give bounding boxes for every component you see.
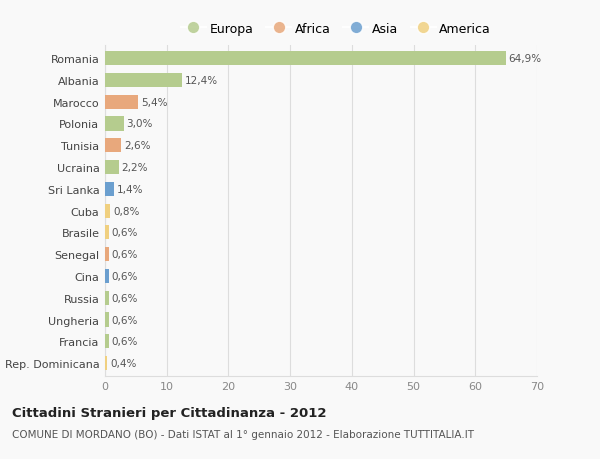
- Bar: [105, 73, 182, 88]
- Text: Cittadini Stranieri per Cittadinanza - 2012: Cittadini Stranieri per Cittadinanza - 2…: [12, 406, 326, 419]
- Text: 12,4%: 12,4%: [185, 76, 218, 86]
- Text: 64,9%: 64,9%: [509, 54, 542, 64]
- Text: 2,6%: 2,6%: [124, 141, 151, 151]
- Text: 0,6%: 0,6%: [112, 315, 138, 325]
- Text: 0,6%: 0,6%: [112, 250, 138, 260]
- Bar: [105, 182, 113, 196]
- Bar: [105, 117, 124, 131]
- Text: 1,4%: 1,4%: [117, 185, 143, 195]
- Bar: [105, 313, 109, 327]
- Text: 0,4%: 0,4%: [110, 358, 137, 368]
- Bar: [105, 95, 139, 110]
- Text: 2,2%: 2,2%: [122, 162, 148, 173]
- Bar: [105, 139, 121, 153]
- Bar: [105, 52, 506, 66]
- Bar: [105, 204, 110, 218]
- Text: 0,6%: 0,6%: [112, 336, 138, 347]
- Text: 0,6%: 0,6%: [112, 271, 138, 281]
- Text: 0,6%: 0,6%: [112, 228, 138, 238]
- Text: 0,8%: 0,8%: [113, 206, 139, 216]
- Bar: [105, 291, 109, 305]
- Text: COMUNE DI MORDANO (BO) - Dati ISTAT al 1° gennaio 2012 - Elaborazione TUTTITALIA: COMUNE DI MORDANO (BO) - Dati ISTAT al 1…: [12, 429, 474, 439]
- Text: 0,6%: 0,6%: [112, 293, 138, 303]
- Text: 5,4%: 5,4%: [142, 97, 168, 107]
- Text: 3,0%: 3,0%: [127, 119, 153, 129]
- Bar: [105, 269, 109, 284]
- Bar: [105, 335, 109, 349]
- Bar: [105, 226, 109, 240]
- Bar: [105, 247, 109, 262]
- Bar: [105, 356, 107, 370]
- Bar: [105, 161, 119, 175]
- Legend: Europa, Africa, Asia, America: Europa, Africa, Asia, America: [176, 18, 496, 41]
